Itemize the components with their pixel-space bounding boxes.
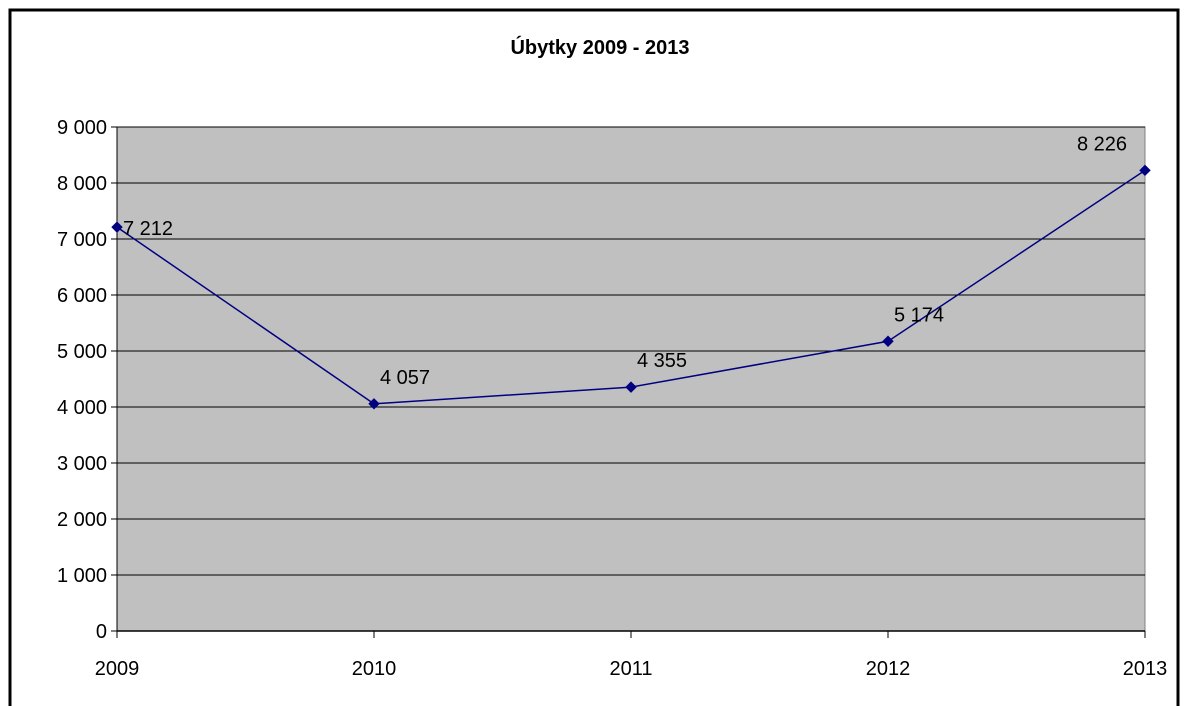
data-point-marker: [368, 398, 380, 410]
data-label: 8 226: [1077, 133, 1127, 155]
x-tick-label: 2009: [95, 658, 140, 680]
y-tick-label: 7 000: [57, 229, 107, 251]
x-tick-label: 2012: [866, 658, 911, 680]
y-tick-label: 4 000: [57, 397, 107, 419]
y-tick-label: 8 000: [57, 173, 107, 195]
gridlines: [117, 126, 1145, 576]
y-tick-label: 0: [96, 621, 107, 643]
series-group: [111, 164, 1151, 410]
x-tick-label: 2011: [609, 658, 652, 680]
data-labels: 7 212 4 057 4 355 5 174 8 226: [123, 133, 1127, 388]
y-tick-label: 2 000: [57, 509, 107, 531]
data-point-marker: [625, 381, 637, 393]
plot-area: [116, 126, 1146, 632]
y-tick-label: 1 000: [57, 565, 107, 587]
data-label: 5 174: [894, 304, 944, 326]
y-tick-label: 6 000: [57, 285, 107, 307]
chart-title: Úbytky 2009 - 2013: [510, 35, 689, 59]
data-label: 4 355: [637, 350, 687, 372]
y-tick-label: 9 000: [57, 117, 107, 139]
y-tick-label: 3 000: [57, 453, 107, 475]
data-label: 7 212: [123, 218, 173, 240]
x-tick-label: 2013: [1123, 658, 1168, 680]
data-point-marker: [882, 335, 894, 347]
x-tick-label: 2010: [352, 658, 397, 680]
data-point-marker: [111, 221, 123, 233]
data-point-marker: [1139, 164, 1151, 177]
data-label: 4 057: [380, 367, 430, 389]
y-axis: 0 1 000 2 000 3 000 4 000 5 000 6 000 7 000 8 00…: [57, 117, 118, 643]
x-axis: 2009 2010 2011 2012 2013: [95, 630, 1168, 680]
y-tick-label: 5 000: [57, 341, 107, 363]
